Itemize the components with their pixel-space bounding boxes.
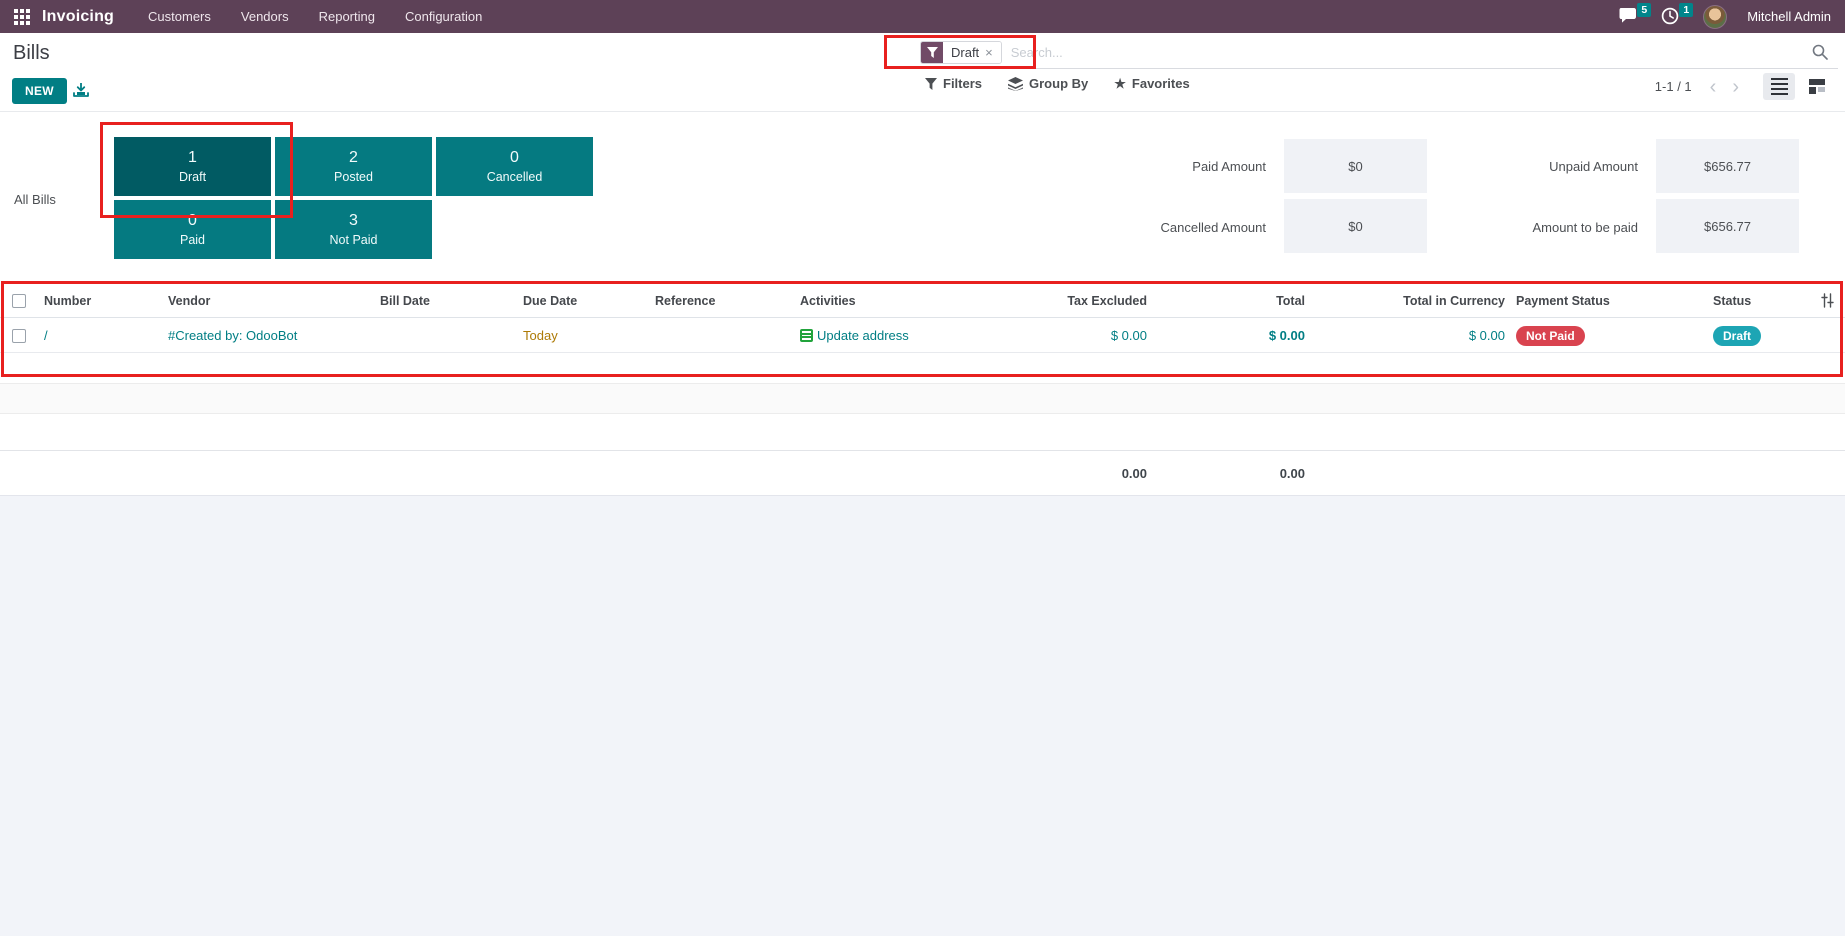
list-view-button[interactable] xyxy=(1763,73,1795,100)
activities-count-badge: 1 xyxy=(1679,2,1694,17)
control-panel: Bills Draft × Search... NEW xyxy=(0,33,1845,112)
header-due-date[interactable]: Due Date xyxy=(523,293,578,308)
status-badge: Draft xyxy=(1713,325,1762,346)
header-total[interactable]: Total xyxy=(1276,293,1305,308)
new-button[interactable]: NEW xyxy=(12,78,67,104)
card-paid[interactable]: 0 Paid xyxy=(114,200,271,259)
amount-to-be-paid-label: Amount to be paid xyxy=(1532,220,1638,235)
column-options-button[interactable] xyxy=(1820,283,1840,318)
filter-funnel-icon xyxy=(921,41,943,63)
cell-activities[interactable]: Update address xyxy=(800,318,990,353)
pager-range: 1-1 / 1 xyxy=(1654,79,1692,94)
header-vendor[interactable]: Vendor xyxy=(168,293,211,308)
pager: 1-1 / 1 ‹ › xyxy=(1655,73,1833,100)
header-status[interactable]: Status xyxy=(1713,293,1752,308)
activities-button[interactable]: 1 xyxy=(1661,2,1694,27)
facet-remove-icon[interactable]: × xyxy=(985,44,993,60)
cell-payment-status: Not Paid xyxy=(1516,318,1686,353)
payment-status-badge: Not Paid xyxy=(1516,325,1585,346)
activity-label[interactable]: Update address xyxy=(817,328,909,343)
header-number[interactable]: Number xyxy=(44,293,92,308)
main-menu: Customers Vendors Reporting Configuratio… xyxy=(148,7,482,26)
select-all-checkbox[interactable] xyxy=(12,293,26,308)
funnel-icon xyxy=(925,77,937,90)
messages-count-badge: 5 xyxy=(1637,2,1652,17)
cell-vendor[interactable]: #Created by: OdooBot xyxy=(168,328,298,343)
card-draft[interactable]: 1 Draft xyxy=(114,137,271,196)
top-navbar: Invoicing Customers Vendors Reporting Co… xyxy=(0,0,1845,33)
amount-to-be-paid-value: $656.77 xyxy=(1656,199,1799,253)
user-avatar[interactable] xyxy=(1703,4,1728,29)
empty-stripe xyxy=(0,383,1845,414)
cell-due-date[interactable]: Today xyxy=(523,328,558,343)
star-icon: ★ xyxy=(1114,76,1126,91)
cell-tax-excluded[interactable]: $ 0.00 xyxy=(1110,328,1147,343)
bills-table: Number Vendor Bill Date Due Date Referen… xyxy=(0,283,1845,495)
navbar-right: 5 1 Mitchell Admin xyxy=(1619,2,1831,29)
search-placeholder[interactable]: Search... xyxy=(1010,44,1063,60)
search-bar[interactable]: Draft × Search... xyxy=(885,36,1838,69)
unpaid-amount-label: Unpaid Amount xyxy=(1549,159,1638,174)
search-icon[interactable] xyxy=(1812,44,1828,60)
cell-total-in-currency[interactable]: $ 0.00 xyxy=(1468,328,1505,343)
menu-customers[interactable]: Customers xyxy=(148,9,211,24)
page-title: Bills xyxy=(13,42,50,64)
favorites-button[interactable]: ★ Favorites xyxy=(1114,76,1190,91)
header-bill-date[interactable]: Bill Date xyxy=(379,293,430,308)
menu-configuration[interactable]: Configuration xyxy=(404,9,483,24)
chat-bubble-icon xyxy=(1619,7,1641,24)
cell-number[interactable]: / xyxy=(44,328,48,343)
kanban-view-button[interactable] xyxy=(1801,73,1833,100)
menu-reporting[interactable]: Reporting xyxy=(318,9,375,24)
paid-amount-label: Paid Amount xyxy=(1192,159,1266,174)
unpaid-amount-value: $656.77 xyxy=(1656,139,1799,193)
table-row[interactable]: / #Created by: OdooBot Today Update addr… xyxy=(0,318,1845,353)
list-view-icon xyxy=(1770,77,1788,96)
group-by-button[interactable]: Group By xyxy=(1008,76,1088,91)
cancelled-amount-value: $0 xyxy=(1284,199,1427,253)
header-activities[interactable]: Activities xyxy=(800,293,856,308)
sum-tax-excluded: 0.00 xyxy=(1121,466,1147,481)
sum-total: 0.00 xyxy=(1279,466,1305,481)
messages-button[interactable]: 5 xyxy=(1619,2,1652,27)
page-background xyxy=(0,495,1845,936)
pager-next-icon[interactable]: › xyxy=(1732,75,1739,98)
cell-bill-date[interactable] xyxy=(310,318,430,353)
header-total-in-currency[interactable]: Total in Currency xyxy=(1403,293,1505,308)
kanban-view-icon xyxy=(1809,79,1825,94)
layers-icon xyxy=(1008,76,1024,91)
facet-label: Draft xyxy=(951,44,980,60)
cell-total[interactable]: $ 0.00 xyxy=(1268,328,1305,343)
card-posted[interactable]: 2 Posted xyxy=(275,137,432,196)
search-options: Filters Group By ★ Favorites xyxy=(925,76,1190,91)
paid-amount-value: $0 xyxy=(1284,139,1427,193)
table-sums-row: 0.00 0.00 xyxy=(0,450,1845,495)
bills-dashboard: All Bills 1 Draft 2 Posted 0 Cancelled 0… xyxy=(0,112,1845,283)
header-payment-status[interactable]: Payment Status xyxy=(1516,293,1610,308)
user-name[interactable]: Mitchell Admin xyxy=(1747,9,1831,24)
app-title[interactable]: Invoicing xyxy=(42,7,115,25)
filters-button[interactable]: Filters xyxy=(925,76,982,91)
card-cancelled[interactable]: 0 Cancelled xyxy=(436,137,593,196)
cell-reference[interactable] xyxy=(655,318,785,353)
activity-list-icon xyxy=(800,329,813,342)
cell-status: Draft xyxy=(1713,318,1803,353)
menu-vendors[interactable]: Vendors xyxy=(240,9,289,24)
row-checkbox[interactable] xyxy=(12,328,26,343)
clock-icon xyxy=(1661,7,1683,25)
header-tax-excluded[interactable]: Tax Excluded xyxy=(1067,293,1147,308)
cancelled-amount-label: Cancelled Amount xyxy=(1160,220,1266,235)
group-label: All Bills xyxy=(14,192,56,207)
view-switcher xyxy=(1763,73,1833,100)
apps-menu-icon[interactable] xyxy=(14,8,30,25)
pager-previous-icon[interactable]: ‹ xyxy=(1709,75,1717,98)
search-facet-draft[interactable]: Draft × xyxy=(920,40,1002,64)
sliders-icon xyxy=(1821,293,1834,308)
table-header-row: Number Vendor Bill Date Due Date Referen… xyxy=(0,283,1845,318)
card-not-paid[interactable]: 3 Not Paid xyxy=(275,200,432,259)
header-reference[interactable]: Reference xyxy=(655,293,716,308)
download-icon[interactable] xyxy=(73,83,89,98)
